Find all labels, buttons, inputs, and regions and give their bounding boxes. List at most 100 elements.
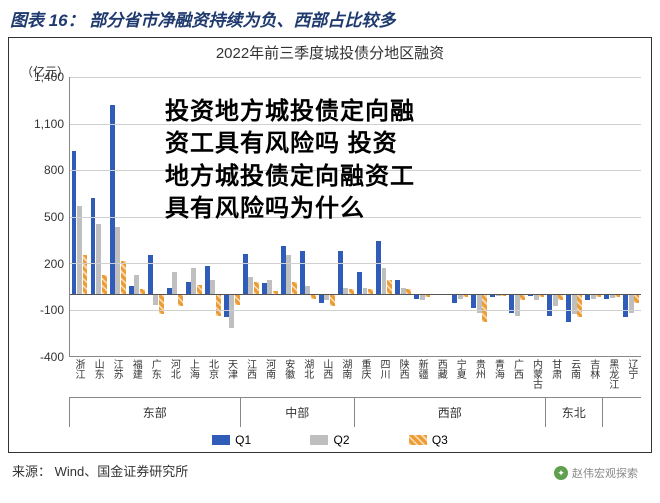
chart-title: 2022年前三季度城投债分地区融资 bbox=[9, 38, 651, 67]
bar bbox=[577, 294, 582, 317]
bar bbox=[110, 105, 115, 294]
bar bbox=[216, 294, 221, 316]
bar bbox=[623, 294, 628, 317]
bar bbox=[553, 294, 558, 306]
x-tick-label: 河北 bbox=[164, 359, 183, 393]
region-label: 东部 bbox=[69, 398, 241, 427]
x-tick-label: 青海 bbox=[488, 359, 507, 393]
x-tick-label: 山东 bbox=[88, 359, 107, 393]
bar bbox=[471, 294, 476, 308]
bar bbox=[197, 285, 202, 294]
bar bbox=[72, 151, 77, 294]
bar bbox=[572, 294, 577, 314]
y-tick-label: 1,400 bbox=[19, 70, 64, 84]
x-axis-labels: 浙江山东江苏福建广东河北上海北京天津江西河南安徽湖北山西湖南重庆四川陕西新疆西藏… bbox=[69, 359, 641, 393]
bar bbox=[286, 255, 291, 294]
x-tick-label: 云南 bbox=[565, 359, 584, 393]
bar bbox=[91, 198, 96, 294]
grid-line bbox=[70, 263, 641, 264]
x-tick-label: 北京 bbox=[202, 359, 221, 393]
legend-swatch-q1 bbox=[212, 435, 230, 445]
bar bbox=[634, 294, 639, 303]
grid-line bbox=[70, 77, 641, 78]
bar bbox=[102, 275, 107, 294]
x-tick-label: 天津 bbox=[222, 359, 241, 393]
x-tick-label: 山西 bbox=[317, 359, 336, 393]
legend-swatch-q2 bbox=[310, 435, 328, 445]
bar bbox=[243, 254, 248, 294]
x-tick-label: 吉林 bbox=[584, 359, 603, 393]
x-tick-label: 贵州 bbox=[469, 359, 488, 393]
bar bbox=[191, 268, 196, 294]
x-tick-label: 河南 bbox=[260, 359, 279, 393]
y-tick-label: 200 bbox=[19, 257, 64, 271]
bar bbox=[330, 294, 335, 306]
bar bbox=[387, 280, 392, 294]
bar bbox=[452, 294, 457, 303]
bar bbox=[338, 251, 343, 294]
bar bbox=[376, 241, 381, 294]
bar bbox=[121, 261, 126, 294]
bar bbox=[566, 294, 571, 322]
overlay-l2: 资工具有风险吗 投资 bbox=[165, 128, 415, 160]
bar bbox=[210, 280, 215, 294]
x-tick-label: 黑龙江 bbox=[603, 359, 622, 393]
bar bbox=[172, 272, 177, 294]
legend-label-q1: Q1 bbox=[235, 433, 251, 447]
figure-label: 图表 16： bbox=[10, 11, 85, 30]
y-tick-label: 1,100 bbox=[19, 117, 64, 131]
zero-line bbox=[70, 294, 641, 295]
bar bbox=[262, 283, 267, 294]
region-label: 西部 bbox=[355, 398, 546, 427]
y-tick-label: 500 bbox=[19, 210, 64, 224]
bar bbox=[357, 272, 362, 294]
region-row: 东部中部西部东北 bbox=[69, 397, 641, 427]
legend-swatch-q3 bbox=[409, 435, 427, 445]
figure-header: 图表 16： 部分省市净融资持续为负、西部占比较多 bbox=[0, 0, 660, 37]
bar bbox=[83, 255, 88, 294]
x-tick-label: 广西 bbox=[507, 359, 526, 393]
legend-item-q2: Q2 bbox=[310, 433, 349, 447]
bar bbox=[229, 294, 234, 328]
watermark-text: 赵伟宏观探索 bbox=[572, 465, 638, 481]
x-tick-label: 上海 bbox=[183, 359, 202, 393]
y-axis: -400-1002005008001,1001,400 bbox=[19, 67, 64, 357]
x-tick-label: 湖北 bbox=[298, 359, 317, 393]
overlay-l4: 具有风险吗为什么 bbox=[165, 193, 415, 225]
x-tick-label: 西藏 bbox=[431, 359, 450, 393]
bar bbox=[281, 246, 286, 294]
x-tick-label: 浙江 bbox=[69, 359, 88, 393]
x-tick-label: 内蒙古 bbox=[527, 359, 546, 393]
x-tick-label: 广东 bbox=[145, 359, 164, 393]
x-tick-label: 辽宁 bbox=[622, 359, 641, 393]
overlay-l3: 地方城投债定向融资工 bbox=[165, 161, 415, 193]
figure-title: 部分省市净融资持续为负、西部占比较多 bbox=[89, 11, 395, 30]
bar bbox=[292, 282, 297, 294]
x-tick-label: 安徽 bbox=[279, 359, 298, 393]
bar bbox=[254, 282, 259, 294]
legend-item-q3: Q3 bbox=[409, 433, 448, 447]
bar bbox=[547, 294, 552, 316]
region-label: 中部 bbox=[241, 398, 355, 427]
bar bbox=[305, 286, 310, 294]
x-tick-label: 江苏 bbox=[107, 359, 126, 393]
x-tick-label: 四川 bbox=[374, 359, 393, 393]
x-tick-label: 江西 bbox=[241, 359, 260, 393]
bar bbox=[300, 251, 305, 294]
legend: Q1 Q2 Q3 bbox=[9, 427, 651, 452]
x-tick-label: 重庆 bbox=[355, 359, 374, 393]
bar bbox=[382, 268, 387, 294]
bar bbox=[129, 286, 134, 294]
bar bbox=[186, 282, 191, 294]
bar bbox=[205, 266, 210, 294]
watermark: ✦ 赵伟宏观探索 bbox=[554, 465, 638, 481]
wechat-icon: ✦ bbox=[554, 466, 568, 480]
bar bbox=[395, 280, 400, 294]
legend-label-q3: Q3 bbox=[432, 433, 448, 447]
legend-item-q1: Q1 bbox=[212, 433, 251, 447]
bar bbox=[482, 294, 487, 322]
y-tick-label: -100 bbox=[19, 303, 64, 317]
x-tick-label: 福建 bbox=[126, 359, 145, 393]
bar bbox=[96, 224, 101, 294]
x-tick-label: 新疆 bbox=[412, 359, 431, 393]
